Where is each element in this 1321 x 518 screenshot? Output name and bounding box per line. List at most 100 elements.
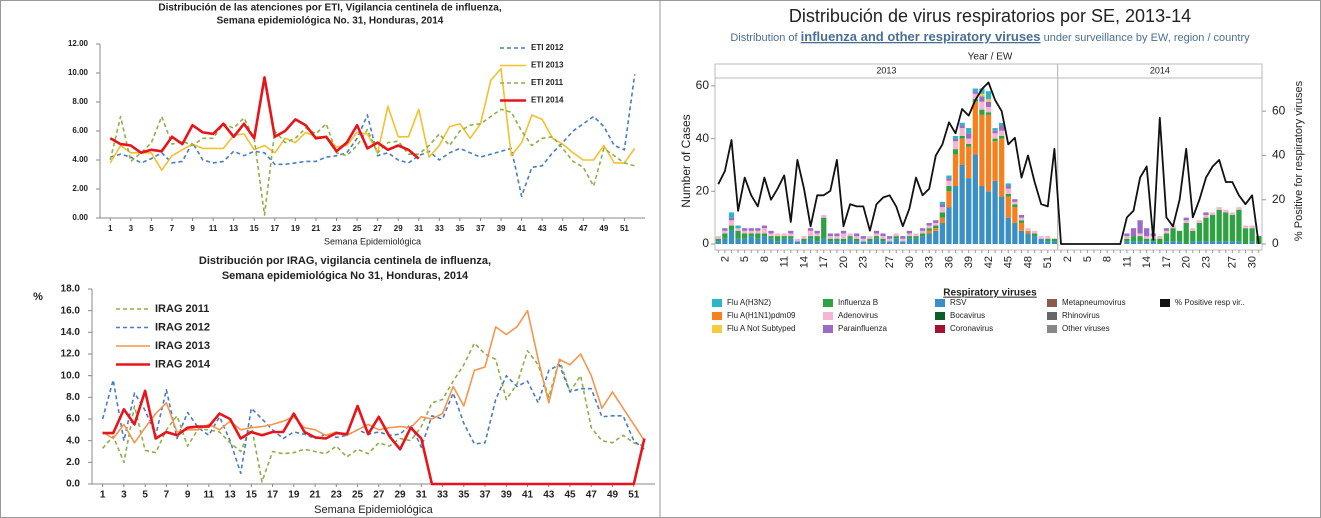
bar-segment: [728, 230, 735, 244]
bar-segment: [1242, 228, 1249, 244]
legend-label: RSV: [950, 298, 967, 307]
bar-segment: [1203, 241, 1209, 244]
bar-segment: [814, 241, 820, 244]
bar-segment: [847, 238, 853, 244]
x-tick-label: 3: [121, 490, 127, 501]
legend-label: % Positive resp vir..: [1175, 298, 1245, 307]
subtitle-link[interactable]: influenza and other respiratory viruses: [801, 29, 1041, 44]
bar-segment: [1045, 236, 1051, 239]
bar-segment: [814, 233, 820, 237]
x-axis-title: Semana Epidemiológica: [324, 236, 421, 246]
series-line: [109, 108, 635, 216]
x-tick-label: 11: [204, 490, 215, 501]
x-tick-label: 5: [142, 490, 148, 501]
legend-swatch: [823, 325, 833, 333]
bar-segment: [735, 230, 741, 239]
chart-title: Distribución por IRAG, vigilancia centin…: [199, 255, 491, 267]
bar-segment: [1038, 236, 1044, 239]
y-tick-label: 0: [702, 236, 709, 250]
y-tick-label: 12.0: [61, 349, 81, 360]
bar-segment: [979, 114, 985, 187]
bar-segment: [715, 238, 721, 242]
bar-segment: [1163, 233, 1170, 242]
bar-segment: [827, 233, 833, 237]
bar-segment: [807, 228, 814, 231]
y-axis-title: Number of Cases: [679, 114, 693, 207]
bar-segment: [748, 236, 754, 244]
bar-segment: [959, 135, 965, 139]
bar-segment: [985, 101, 992, 107]
bar-segment: [1196, 222, 1203, 242]
bar-segment: [788, 236, 794, 239]
x-tick-label: 20: [838, 256, 850, 268]
bar-segment: [992, 180, 998, 244]
x-tick-label: 23: [332, 224, 341, 233]
bar-segment: [952, 138, 959, 142]
legend-swatch: [823, 299, 833, 307]
x-tick-label: 39: [963, 256, 975, 268]
bar-segment: [834, 238, 840, 242]
bar-segment: [939, 212, 946, 218]
y-tick-label: 8.0: [66, 392, 80, 403]
bar-segment: [880, 238, 886, 242]
x-tick-label: 1: [100, 490, 106, 501]
bar-segment: [952, 154, 959, 187]
subtitle-text: Distribution of: [730, 32, 800, 44]
bar-segment: [999, 196, 1005, 244]
x-tick-label: 23: [858, 256, 870, 268]
bar-segment: [1249, 225, 1255, 229]
bar-segment: [1249, 241, 1255, 244]
x-tick-label: 19: [291, 224, 300, 233]
legend-label: IRAG 2011: [155, 303, 209, 315]
x-tick-label: 45: [564, 490, 576, 501]
bar-segment: [755, 238, 761, 244]
x-tick-label: 47: [586, 490, 598, 501]
bar-segment: [1163, 228, 1170, 231]
bar-segment: [992, 128, 998, 131]
x-tick-label: 45: [558, 224, 567, 233]
bar-segment: [913, 236, 919, 239]
bar-segment: [966, 146, 972, 179]
chart-title: Distribución de virus respiratorios por …: [789, 6, 1191, 26]
y-tick-label: 6.0: [66, 414, 80, 425]
x-tick-label: 5: [1082, 256, 1094, 262]
legend-swatch: [712, 299, 722, 307]
chart-subtitle: Distribution of influenza and other resp…: [730, 29, 1250, 44]
x-axis-title: Semana Epidemiológica: [314, 504, 434, 516]
bar-segment: [893, 238, 899, 244]
bar-segment: [1144, 241, 1150, 244]
bar-segment: [847, 236, 853, 239]
x-tick-label: 11: [779, 256, 791, 267]
bar-segment: [906, 233, 913, 237]
bar-segment: [979, 101, 985, 110]
bar-segment: [1176, 230, 1183, 242]
bar-segment: [985, 106, 992, 113]
bar-segment: [748, 233, 754, 237]
x-tick-label: 5: [149, 224, 154, 233]
bar-segment: [827, 238, 833, 242]
bar-segment: [1137, 236, 1143, 242]
bar-segment: [1229, 215, 1235, 242]
bar-segment: [867, 241, 873, 244]
bar-segment: [768, 238, 774, 244]
bar-segment: [840, 233, 847, 239]
bar-segment: [768, 236, 774, 239]
bar-segment: [939, 201, 946, 205]
bar-segment: [1144, 228, 1150, 237]
x-tick-label: 29: [394, 224, 403, 233]
x-tick-label: 31: [414, 224, 423, 233]
bar-segment: [939, 217, 946, 223]
bar-segment: [728, 220, 735, 226]
bar-segment: [999, 125, 1005, 131]
x-tick-label: 51: [620, 224, 629, 233]
x-tick-label: 14: [798, 256, 810, 268]
bar-segment: [854, 238, 860, 242]
bar-segment: [715, 236, 721, 239]
bar-segment: [887, 236, 893, 239]
bar-segment: [1229, 241, 1235, 244]
series-line: [102, 389, 646, 486]
legend-label: ETI 2012: [531, 43, 564, 52]
bar-segment: [926, 230, 932, 234]
bar-segment: [722, 238, 728, 244]
bar-segment: [933, 230, 939, 244]
